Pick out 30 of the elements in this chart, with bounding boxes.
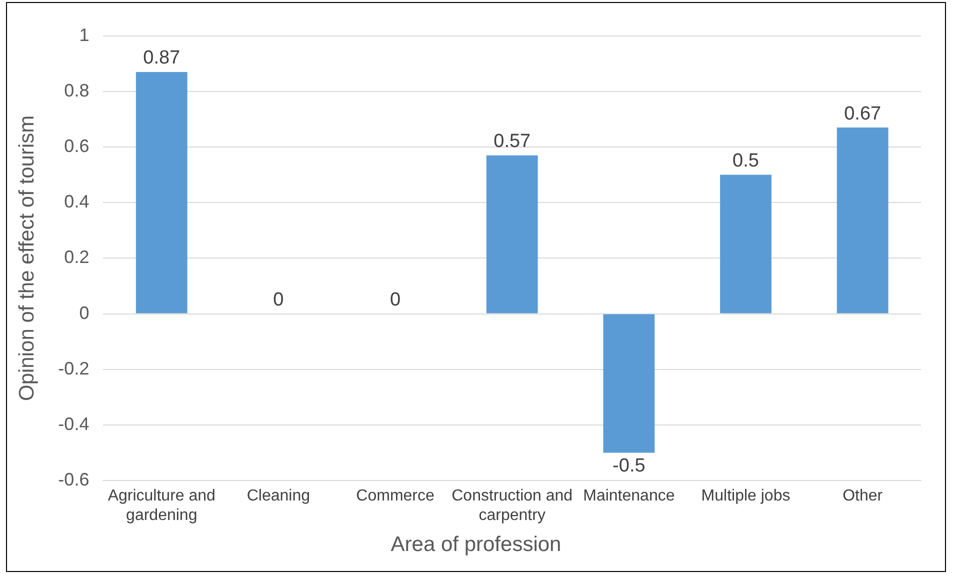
- data-label: -0.5: [612, 456, 646, 477]
- x-tick-label: Other: [842, 488, 884, 505]
- y-tick-label: 0.2: [64, 247, 90, 268]
- x-tick-label: Maintenance: [583, 488, 675, 505]
- y-tick-label: 1: [79, 24, 90, 45]
- bar: [136, 72, 188, 314]
- bar: [603, 314, 655, 453]
- data-label: 0.5: [732, 150, 759, 172]
- x-tick-label: Multiple jobs: [701, 488, 790, 505]
- x-tick-label: Cleaning: [246, 488, 310, 505]
- y-tick-label: 0.4: [64, 192, 90, 212]
- data-label: 0: [273, 290, 284, 311]
- bar: [836, 128, 888, 314]
- y-tick-label: 0.6: [64, 136, 90, 156]
- y-tick-label: 0.8: [64, 80, 90, 100]
- x-tick-label: Commerce: [356, 488, 434, 505]
- y-tick-label: -0.6: [58, 470, 90, 490]
- y-tick-label: -0.4: [58, 414, 90, 434]
- x-tick-label: Construction and carpentry: [452, 488, 573, 524]
- y-axis-title: Opinion of the effect of tourism: [15, 115, 38, 402]
- y-tick-label: 0: [79, 302, 90, 323]
- data-label: 0: [390, 290, 401, 311]
- x-tick-label: Agriculture and gardening: [108, 488, 216, 524]
- bar: [720, 174, 772, 314]
- data-label: 0.67: [844, 103, 882, 124]
- bar: [486, 155, 538, 314]
- x-axis-title: Area of profession: [390, 533, 562, 557]
- data-label: 0.87: [143, 48, 180, 69]
- y-tick-label: -0.2: [58, 358, 90, 378]
- data-label: 0.57: [494, 131, 531, 152]
